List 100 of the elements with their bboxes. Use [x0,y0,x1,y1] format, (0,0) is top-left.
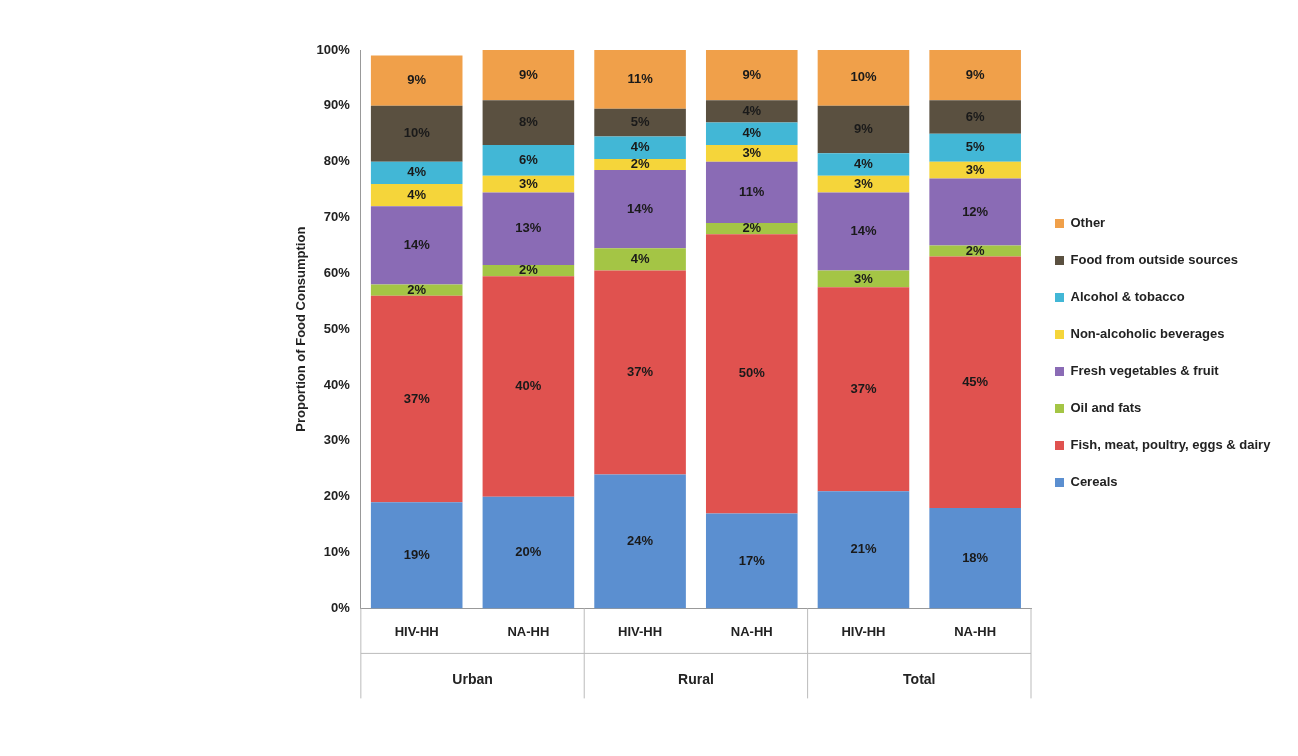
data-label: 10% [403,125,431,141]
data-label: 2% [630,156,650,172]
data-label: 3% [854,175,874,191]
data-label: 2% [742,220,762,236]
data-label: 6% [965,108,985,124]
data-label: 18% [962,549,989,565]
data-label: 37% [850,380,877,396]
bar [929,133,1021,162]
bar [370,502,463,609]
bar [594,170,686,249]
x-tick-label: NA-HH [954,623,997,639]
bar [705,513,798,609]
bar [929,256,1021,508]
bar [929,50,1021,101]
bar [482,50,575,101]
data-label: 17% [738,552,766,568]
data-label: 2% [965,242,985,258]
y-tick-label: 0% [331,599,351,615]
text: Rural [678,671,714,688]
x-tick-label: HIV-HH [394,623,439,639]
bar [705,161,798,224]
legend-label: Cereals [1070,474,1118,490]
bar [370,105,463,162]
data-label: 5% [630,114,650,130]
legend-label: Oil and fats [1070,400,1142,416]
bar [482,100,575,145]
data-label: 9% [965,66,985,82]
legend-label: Fish, meat, poultry, eggs & dairy [1070,437,1272,453]
data-label: 8% [518,114,539,130]
data-label: 20% [515,544,542,560]
data-label: 5% [965,139,985,155]
data-label: 4% [630,139,650,155]
legend-label: Non-alcoholic beverages [1070,326,1225,342]
bar [482,144,575,176]
bar [370,161,463,185]
y-tick-label: 50% [323,320,351,336]
bar [370,184,463,207]
y-tick-label: 10% [323,544,351,560]
data-label: 12% [962,203,989,219]
data-label: 6% [518,151,539,167]
bar [370,55,463,106]
y-tick-label: 20% [323,488,351,504]
bar [594,50,686,109]
data-label: 3% [742,144,762,160]
bar [705,122,798,145]
data-label: 24% [627,532,654,548]
bar [594,108,686,137]
data-label: 50% [738,365,766,381]
y-tick-label: 100% [316,41,351,57]
data-label: 9% [742,66,762,82]
data-label: 3% [965,161,985,177]
y-tick-label: 80% [323,153,351,169]
data-label: 3% [854,270,874,286]
bar [929,507,1021,609]
bar [370,295,463,503]
data-label: 21% [850,541,877,557]
bar [817,50,910,106]
x-tick-label: NA-HH [730,623,773,639]
data-label: 19% [403,546,431,562]
legend-label: Fresh vegetables & fruit [1070,363,1220,379]
bar [817,192,910,271]
text: Total [903,671,936,688]
y-axis-title: Proportion of Food Consumption [293,226,309,432]
y-tick-label: 70% [323,209,351,225]
bar [594,136,686,159]
bar [594,474,686,609]
legend-label: Alcohol & tobacco [1070,289,1185,305]
data-label: 37% [403,390,431,406]
bar [817,153,910,176]
data-label: 14% [850,223,877,239]
data-label: 9% [854,121,874,137]
bar [594,270,686,475]
data-label: 11% [739,183,765,199]
data-label: 14% [627,200,654,216]
data-label: 4% [407,186,427,202]
bar [705,100,798,123]
bar [705,144,798,162]
y-tick-label: 40% [323,376,351,392]
data-label: 40% [515,378,542,394]
data-label: 9% [518,66,539,82]
data-label: 4% [742,103,762,118]
data-label: 9% [407,72,427,88]
data-label: 11% [627,70,654,86]
data-label: 13% [515,220,542,236]
data-label: 4% [854,156,874,172]
x-tick-label: NA-HH [507,623,550,639]
data-label: 4% [630,250,650,266]
bar [929,245,1021,257]
data-label: 4% [407,164,427,180]
y-tick-label: 60% [323,264,351,280]
data-label: 2% [407,281,427,297]
text: Urban [452,671,493,688]
bar [594,248,686,271]
bar [817,105,910,154]
data-label: 45% [962,373,989,389]
legend-label: Food from outside sources [1070,252,1239,268]
y-tick-label: 90% [323,97,351,113]
legend-label: Other [1070,215,1106,231]
data-label: 2% [518,262,539,278]
x-tick-label: HIV-HH [841,623,886,639]
